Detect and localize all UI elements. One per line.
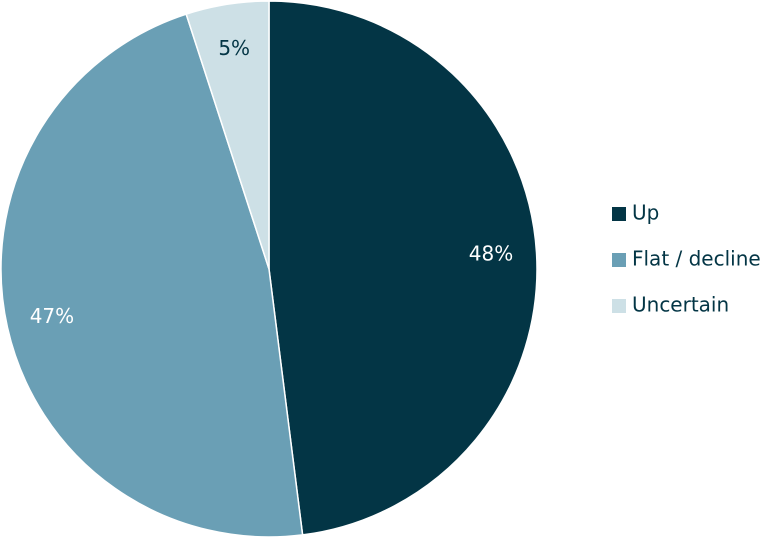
- legend-swatch: [612, 299, 626, 313]
- legend-swatch: [612, 207, 626, 221]
- legend-label: Up: [632, 201, 659, 225]
- legend-label: Flat / decline: [632, 247, 761, 271]
- legend-swatch: [612, 253, 626, 267]
- pie-slice: [268, 0, 538, 536]
- pie-slice: [185, 0, 270, 270]
- slice-label: 48%: [469, 242, 513, 266]
- slice-label: 47%: [30, 304, 74, 328]
- slice-label: 5%: [218, 36, 250, 60]
- legend-label: Uncertain: [632, 293, 729, 317]
- pie-slice: [0, 13, 304, 538]
